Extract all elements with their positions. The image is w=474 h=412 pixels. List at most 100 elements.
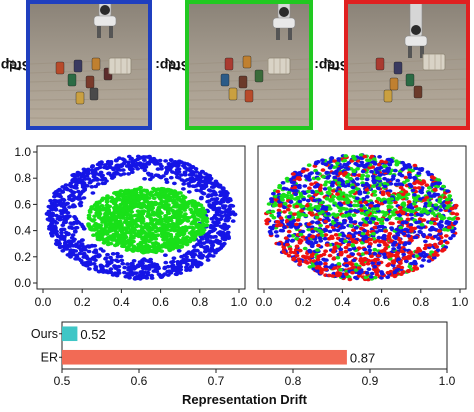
scatter-point-red xyxy=(424,183,430,187)
scatter-point-red xyxy=(431,176,437,180)
scatter-point-blue xyxy=(333,223,339,228)
scatter-point-green xyxy=(132,247,138,252)
scatter-point-red xyxy=(379,159,385,164)
scatter-point-green xyxy=(107,228,113,232)
scatter-point-green xyxy=(160,225,166,229)
scatter-point-blue xyxy=(403,241,409,245)
scatter-point-green xyxy=(294,236,299,241)
bar-plot-frame xyxy=(61,321,448,370)
scatter-point-blue xyxy=(320,158,325,162)
scatter-point-blue xyxy=(293,192,298,197)
scatter-point-green xyxy=(390,210,395,214)
scatter-point-blue xyxy=(409,261,414,266)
scatter-point-green xyxy=(363,275,369,280)
scatter-point-blue xyxy=(421,258,426,262)
scatter-point-blue xyxy=(49,231,54,235)
scatter-point-red xyxy=(385,263,391,268)
scatter-point-blue xyxy=(76,245,82,250)
scatter-point-blue xyxy=(358,270,364,274)
scatter-point-blue xyxy=(268,231,274,236)
scatter-point-green xyxy=(159,245,165,249)
scatter-point-blue xyxy=(193,167,199,171)
scatter-point-blue xyxy=(364,216,370,221)
scatter-point-blue xyxy=(407,173,412,177)
scatter-point-blue xyxy=(396,245,402,250)
scatter-point-red xyxy=(374,272,380,277)
scatter-point-blue xyxy=(366,245,372,249)
scatter-point-blue xyxy=(367,248,373,253)
scatter-point-blue xyxy=(59,211,65,216)
scatter-point-blue xyxy=(181,182,187,186)
scatter-point-blue xyxy=(204,246,210,250)
scatter-point-green xyxy=(157,194,162,199)
y-tick-label: 0.2 xyxy=(14,250,31,264)
scatter-point-blue xyxy=(194,188,200,193)
scatter-point-blue xyxy=(385,275,391,280)
scatter-point-green xyxy=(112,227,117,231)
scatter-point-blue xyxy=(77,202,83,206)
scatter-point-green xyxy=(95,210,100,214)
scatter-point-red xyxy=(306,222,312,226)
scatter-point-red xyxy=(446,225,452,230)
scatter-point-green xyxy=(138,229,143,234)
scatter-point-blue xyxy=(313,161,319,166)
scatter-point-blue xyxy=(98,264,104,269)
scatter-point-red xyxy=(409,229,414,233)
scatter-point-red xyxy=(376,162,382,167)
x-tick-label: 0.6 xyxy=(152,295,169,309)
axes-right: 0.0 0.2 0.4 0.6 0.8 1.0 xyxy=(256,145,469,309)
scatter-point-blue xyxy=(294,189,299,193)
scatter-point-blue xyxy=(343,184,348,188)
scatter-point-green xyxy=(146,228,152,233)
scatter-point-blue xyxy=(209,185,215,189)
scatter-point-blue xyxy=(134,276,140,281)
scatter-point-red xyxy=(309,182,314,186)
scatter-point-blue xyxy=(74,254,80,258)
scatter-point-blue xyxy=(302,191,308,195)
scatter-point-blue xyxy=(70,233,76,237)
scatter-point-green xyxy=(298,192,304,196)
scatter-point-green xyxy=(281,192,286,197)
scatter-point-blue xyxy=(310,229,316,234)
scatter-point-blue xyxy=(57,187,62,192)
scatter-point-green xyxy=(117,205,123,210)
scatter-point-green xyxy=(112,191,118,195)
scatter-point-blue xyxy=(367,220,373,224)
y-tick-label: 0.6 xyxy=(14,197,31,211)
scatter-point-blue xyxy=(382,184,388,189)
scatter-point-green xyxy=(332,201,337,205)
scatter-point-red xyxy=(309,254,315,258)
scatter-point-green xyxy=(150,249,156,253)
scatter-point-blue xyxy=(59,230,64,235)
scatter-point-blue xyxy=(178,173,184,177)
scatter-point-blue xyxy=(317,236,323,240)
scatter-point-blue xyxy=(139,155,144,160)
scatter-point-blue xyxy=(220,243,226,247)
scatter-point-blue xyxy=(60,190,66,194)
scatter-point-green xyxy=(414,254,420,258)
scatter-point-blue xyxy=(114,273,120,278)
scatter-point-green xyxy=(333,214,338,218)
scatter-point-green xyxy=(340,191,346,195)
scatter-point-green xyxy=(337,232,343,237)
scatter-point-blue xyxy=(168,158,174,163)
x-tick-label: 0.8 xyxy=(191,295,208,309)
plot-frame xyxy=(257,145,467,290)
scatter-point-green xyxy=(371,184,376,188)
scatter-point-red xyxy=(276,208,282,213)
scatter-point-green xyxy=(372,193,378,197)
scatter-point-green xyxy=(321,175,326,179)
scatter-point-red xyxy=(438,241,443,245)
scatter-point-blue xyxy=(127,166,133,170)
scatter-point-green xyxy=(150,210,156,214)
scatter-point-red xyxy=(325,224,330,229)
scatter-point-blue xyxy=(168,175,174,180)
scatter-point-green xyxy=(135,209,141,213)
scatter-point-green xyxy=(387,197,393,201)
scatter-point-blue xyxy=(161,174,166,178)
scatter-point-green xyxy=(292,197,298,201)
scatter-point-blue xyxy=(276,242,282,246)
drift-bar-chart: Ours 0.52 ER 0.87 0.5 0.6 0.7 0.8 0.9 1.0 Represen… xyxy=(31,321,456,407)
scatter-point-green xyxy=(430,211,435,215)
scatter-point-green xyxy=(196,213,202,218)
